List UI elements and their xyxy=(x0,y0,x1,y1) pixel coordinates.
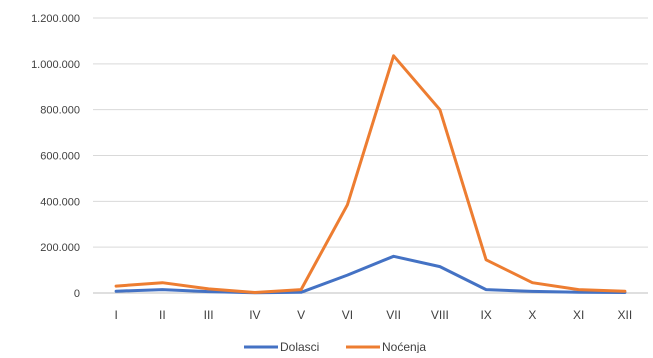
x-tick-label: XII xyxy=(618,308,633,322)
y-tick-label: 800.000 xyxy=(40,105,80,117)
x-tick-label: I xyxy=(114,308,117,322)
x-tick-label: XI xyxy=(573,308,584,322)
y-tick-label: 1.000.000 xyxy=(31,59,80,71)
y-tick-label: 400.000 xyxy=(40,196,80,208)
legend: Dolasci Noćenja xyxy=(244,340,426,354)
y-tick-label: 600.000 xyxy=(40,151,80,163)
x-tick-label: IX xyxy=(480,308,491,322)
x-tick-label: VII xyxy=(386,308,401,322)
legend-label: Noćenja xyxy=(382,340,426,353)
x-tick-label: VI xyxy=(342,308,353,322)
x-tick-label: III xyxy=(204,308,214,322)
x-tick-label: X xyxy=(528,308,536,322)
y-tick-label: 1.200.000 xyxy=(31,13,80,25)
x-tick-label: VIII xyxy=(431,308,449,322)
series-lines xyxy=(114,54,627,295)
legend-label: Dolasci xyxy=(280,340,319,353)
series-line-0 xyxy=(114,254,627,295)
series-line-1 xyxy=(114,54,627,294)
x-tick-label: IV xyxy=(249,308,260,322)
gridlines xyxy=(93,17,648,294)
y-axis-tick-labels: 0 200.000 400.000 600.000 800.000 1.000.000 1.… xyxy=(31,13,80,300)
x-tick-label: II xyxy=(159,308,166,322)
y-tick-label: 200.000 xyxy=(40,242,80,254)
y-tick-label: 0 xyxy=(74,288,80,300)
x-tick-label: V xyxy=(297,308,305,322)
x-axis-tick-labels: I II III IV V VI VII VIII IX X XI XII xyxy=(114,308,632,322)
